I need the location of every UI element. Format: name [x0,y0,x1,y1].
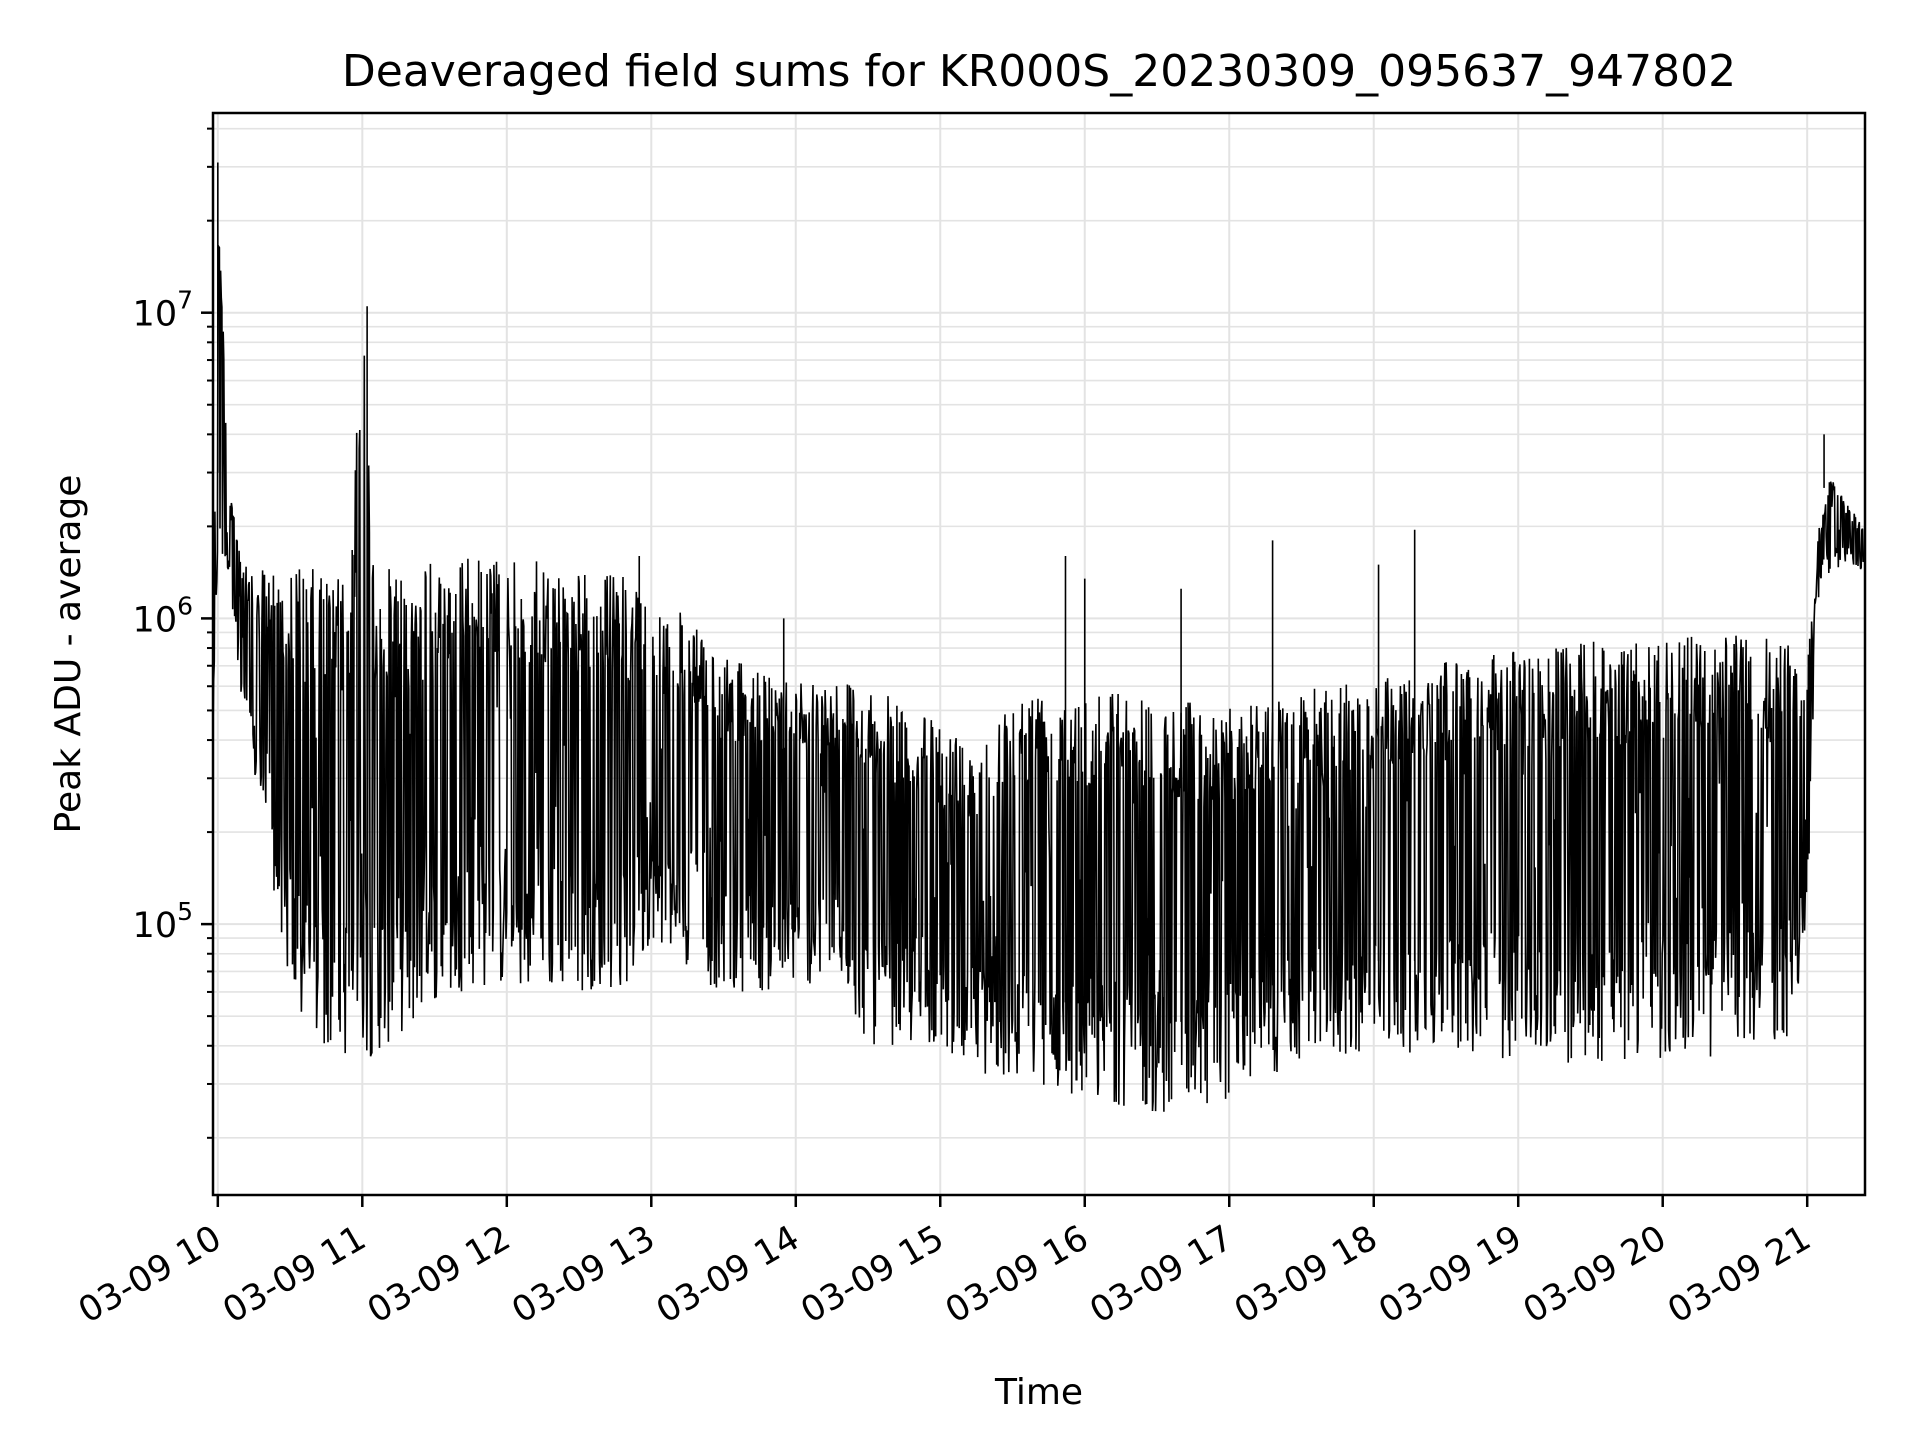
series-area [212,162,1866,1112]
x-tick-label: 03-09 11 [217,1218,373,1331]
y-axis-ticks: 105 106 107 [133,127,213,1139]
x-axis-label: Time [994,1372,1083,1413]
y-axis-label: Peak ADU - average [48,475,89,834]
x-tick-label: 03-09 10 [72,1218,228,1331]
chart-title: Deaveraged field sums for KR000S_2023030… [342,46,1736,97]
x-tick-label: 03-09 16 [939,1218,1095,1331]
series-line [212,244,1866,1112]
y-tick-label: 105 [133,897,193,946]
y-tick-label: 107 [133,286,193,335]
x-tick-label: 03-09 18 [1228,1218,1384,1331]
x-tick-label: 03-09 15 [794,1218,950,1331]
x-tick-label: 03-09 13 [505,1218,661,1331]
x-tick-label: 03-09 14 [650,1218,806,1331]
x-tick-label: 03-09 20 [1517,1218,1673,1331]
x-tick-label: 03-09 21 [1661,1218,1817,1331]
x-tick-label: 03-09 12 [361,1218,517,1331]
y-tick-label: 106 [133,591,193,640]
x-tick-label: 03-09 17 [1083,1218,1239,1331]
plot-frame [211,111,1867,1197]
x-tick-label: 03-09 19 [1372,1218,1528,1331]
